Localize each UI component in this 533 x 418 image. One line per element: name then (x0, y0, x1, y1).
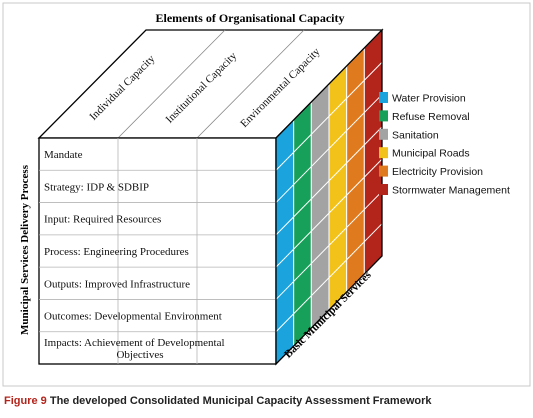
legend-label: Water Provision (392, 93, 466, 105)
service-strip (275, 118, 295, 366)
top-face-dividers (117, 29, 305, 139)
side-face-grid (275, 61, 383, 333)
legend-label: Sanitation (392, 129, 439, 141)
side-row-line (275, 126, 383, 236)
side-row-line (275, 61, 383, 171)
row-label: Input: Required Resources (44, 214, 161, 226)
side-row-line (275, 94, 383, 203)
front-face-grid (39, 138, 276, 364)
side-row-line (275, 158, 383, 268)
row-label: Strategy: IDP & SDBIP (44, 181, 149, 193)
cube-front-face (38, 137, 277, 365)
legend-swatch (379, 92, 388, 103)
row-label: Outcomes: Developmental Environment (44, 311, 222, 323)
top-divider (196, 29, 305, 139)
top-divider (117, 29, 226, 139)
legend-label: Electricity Provision (392, 166, 483, 178)
service-strip (293, 100, 312, 348)
caption-prefix: Figure 9 (4, 395, 47, 407)
side-row-line (275, 191, 383, 300)
service-strips (275, 28, 383, 366)
process-row-labels: Mandate Strategy: IDP & SDBIP Input: Requi… (44, 149, 225, 361)
legend-swatch (379, 165, 388, 177)
service-strip (310, 82, 330, 330)
legend-label: Stormwater Management (392, 185, 510, 197)
side-row-line (275, 223, 383, 333)
left-axis-title: Municipal Services Delivery Process (19, 164, 31, 335)
service-strip (346, 46, 365, 294)
row-label: Process: Engineering Procedures (44, 246, 189, 258)
legend-label: Refuse Removal (392, 111, 470, 123)
row-label: Mandate (44, 149, 83, 161)
legend-swatch (379, 128, 388, 140)
legend-swatch (379, 147, 388, 159)
legend-swatch (379, 110, 388, 122)
row-label: Impacts: Achievement of Developmental (44, 337, 225, 349)
legend-swatch (379, 184, 388, 195)
legend-label: Municipal Roads (392, 148, 470, 160)
top-title: Elements of Organisational Capacity (156, 11, 345, 25)
service-strip (328, 64, 348, 312)
figure-caption: Figure 9 The developed Consolidated Muni… (4, 395, 432, 407)
row-label-continued: Objectives (116, 349, 163, 361)
cube-side-outline (275, 28, 383, 366)
services-legend: Water Provision Refuse Removal Sanitation M… (379, 92, 510, 197)
row-label: Outputs: Improved Infrastructure (44, 278, 190, 290)
figure-border (2, 2, 531, 387)
caption-text: The developed Consolidated Municipal Cap… (47, 395, 433, 407)
